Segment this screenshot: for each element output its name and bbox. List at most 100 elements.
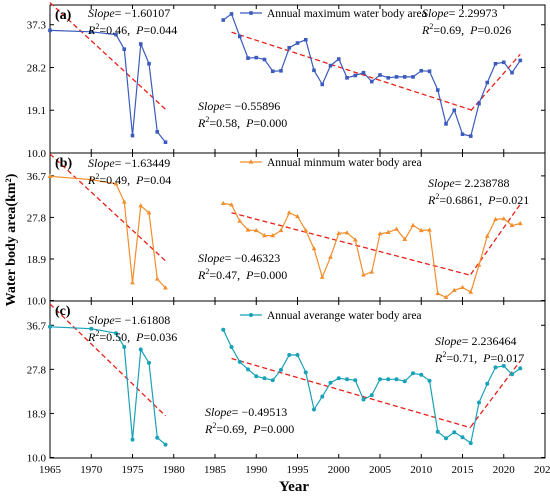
y-tick-label: 27.8	[27, 212, 47, 224]
trend-line	[231, 212, 471, 276]
data-point	[138, 347, 143, 352]
data-point	[47, 173, 53, 178]
annotation-stats: R2=0.50, P=0.036	[87, 329, 177, 344]
x-tick-label: 2025	[534, 464, 550, 476]
data-point	[122, 47, 127, 51]
data-point	[221, 18, 226, 22]
data-point	[451, 287, 457, 292]
data-point	[48, 28, 52, 33]
data-point	[378, 377, 382, 382]
data-point	[220, 200, 226, 206]
data-point	[402, 379, 407, 384]
data-point	[279, 68, 283, 73]
x-axis-title: Year	[279, 479, 309, 495]
data-point	[270, 69, 275, 74]
y-tick-label: 36.7	[27, 320, 47, 332]
data-point	[510, 70, 514, 75]
data-point	[138, 42, 143, 46]
trend-line	[470, 53, 521, 112]
x-tick-label: 1970	[80, 464, 103, 476]
data-point	[394, 75, 399, 79]
legend-label: Annual minmum water body area	[267, 157, 422, 169]
x-tick-label: 1975	[122, 464, 145, 476]
trend-line	[49, 2, 166, 110]
data-point	[452, 430, 457, 435]
data-point	[89, 326, 94, 331]
data-point	[89, 29, 94, 34]
data-point	[345, 377, 349, 382]
data-point	[303, 37, 308, 42]
data-point	[353, 378, 358, 383]
data-point	[163, 442, 168, 447]
data-point	[303, 227, 309, 233]
data-point	[295, 41, 300, 45]
data-point	[361, 272, 366, 277]
y-axis-title: Water body area(km²)	[4, 173, 19, 306]
annotation-slope: Slope= −0.55896	[198, 99, 280, 113]
data-point	[320, 82, 325, 87]
data-point	[435, 429, 440, 434]
data-point	[254, 374, 259, 379]
panel-label: (b)	[55, 156, 72, 171]
x-tick-label: 2020	[493, 464, 516, 476]
y-tick-label: 37.3	[27, 20, 47, 32]
data-point	[493, 216, 498, 221]
data-point	[237, 218, 243, 223]
data-point	[114, 331, 118, 336]
data-point	[279, 367, 283, 372]
data-point	[460, 284, 465, 290]
y-tick-label: 27.8	[27, 364, 47, 376]
x-tick-label: 1990	[245, 464, 268, 476]
annotation-stats: R2=0.71, P=0.017	[434, 350, 524, 365]
annotation-stats: R2=0.69, P=0.026	[421, 22, 511, 37]
series-line	[49, 175, 166, 289]
data-point	[130, 437, 135, 442]
annotation-slope: Slope= −0.46323	[198, 251, 280, 265]
data-point	[312, 68, 316, 73]
data-point	[262, 233, 267, 238]
data-point	[518, 366, 523, 371]
data-point	[320, 394, 325, 399]
data-point	[435, 88, 440, 92]
data-point	[163, 285, 168, 290]
data-point	[249, 11, 253, 15]
legend-label: Annual averange water body area	[267, 310, 422, 322]
data-point	[369, 393, 374, 398]
x-tick-label: 1995	[287, 464, 310, 476]
data-point	[138, 203, 144, 208]
panel-c: 10.0 18.9 27.8 36.7 (c) Annual averange water…	[27, 300, 550, 476]
data-point	[344, 230, 350, 235]
data-point	[270, 233, 276, 238]
data-point	[262, 376, 267, 381]
data-point	[253, 227, 259, 233]
data-point	[452, 108, 457, 113]
data-point	[501, 363, 506, 368]
data-point	[262, 57, 267, 62]
data-point	[468, 134, 473, 138]
data-point	[353, 73, 358, 78]
data-point	[328, 63, 333, 68]
x-tick-label: 1965	[39, 464, 62, 476]
data-point	[402, 75, 407, 79]
data-point	[476, 262, 482, 267]
data-point	[246, 56, 250, 60]
data-point	[477, 400, 481, 405]
data-point	[435, 290, 441, 296]
data-point	[312, 407, 316, 412]
annotation-stats: R2=0.47, P=0.000	[197, 267, 287, 282]
data-point	[130, 133, 135, 138]
data-point	[411, 371, 415, 376]
data-point	[336, 376, 341, 381]
series-line	[49, 326, 166, 446]
data-point	[229, 202, 234, 207]
legend-label: Annual maximum water body area	[267, 8, 427, 20]
panel-label: (c)	[55, 304, 71, 319]
data-point	[114, 32, 118, 37]
data-point	[154, 276, 160, 281]
data-point	[121, 199, 127, 204]
data-point	[493, 61, 498, 66]
data-point	[311, 246, 317, 251]
annotation-stats: R2=0.46, P=0.044	[87, 22, 177, 37]
data-point	[427, 227, 432, 232]
data-point	[485, 381, 490, 386]
